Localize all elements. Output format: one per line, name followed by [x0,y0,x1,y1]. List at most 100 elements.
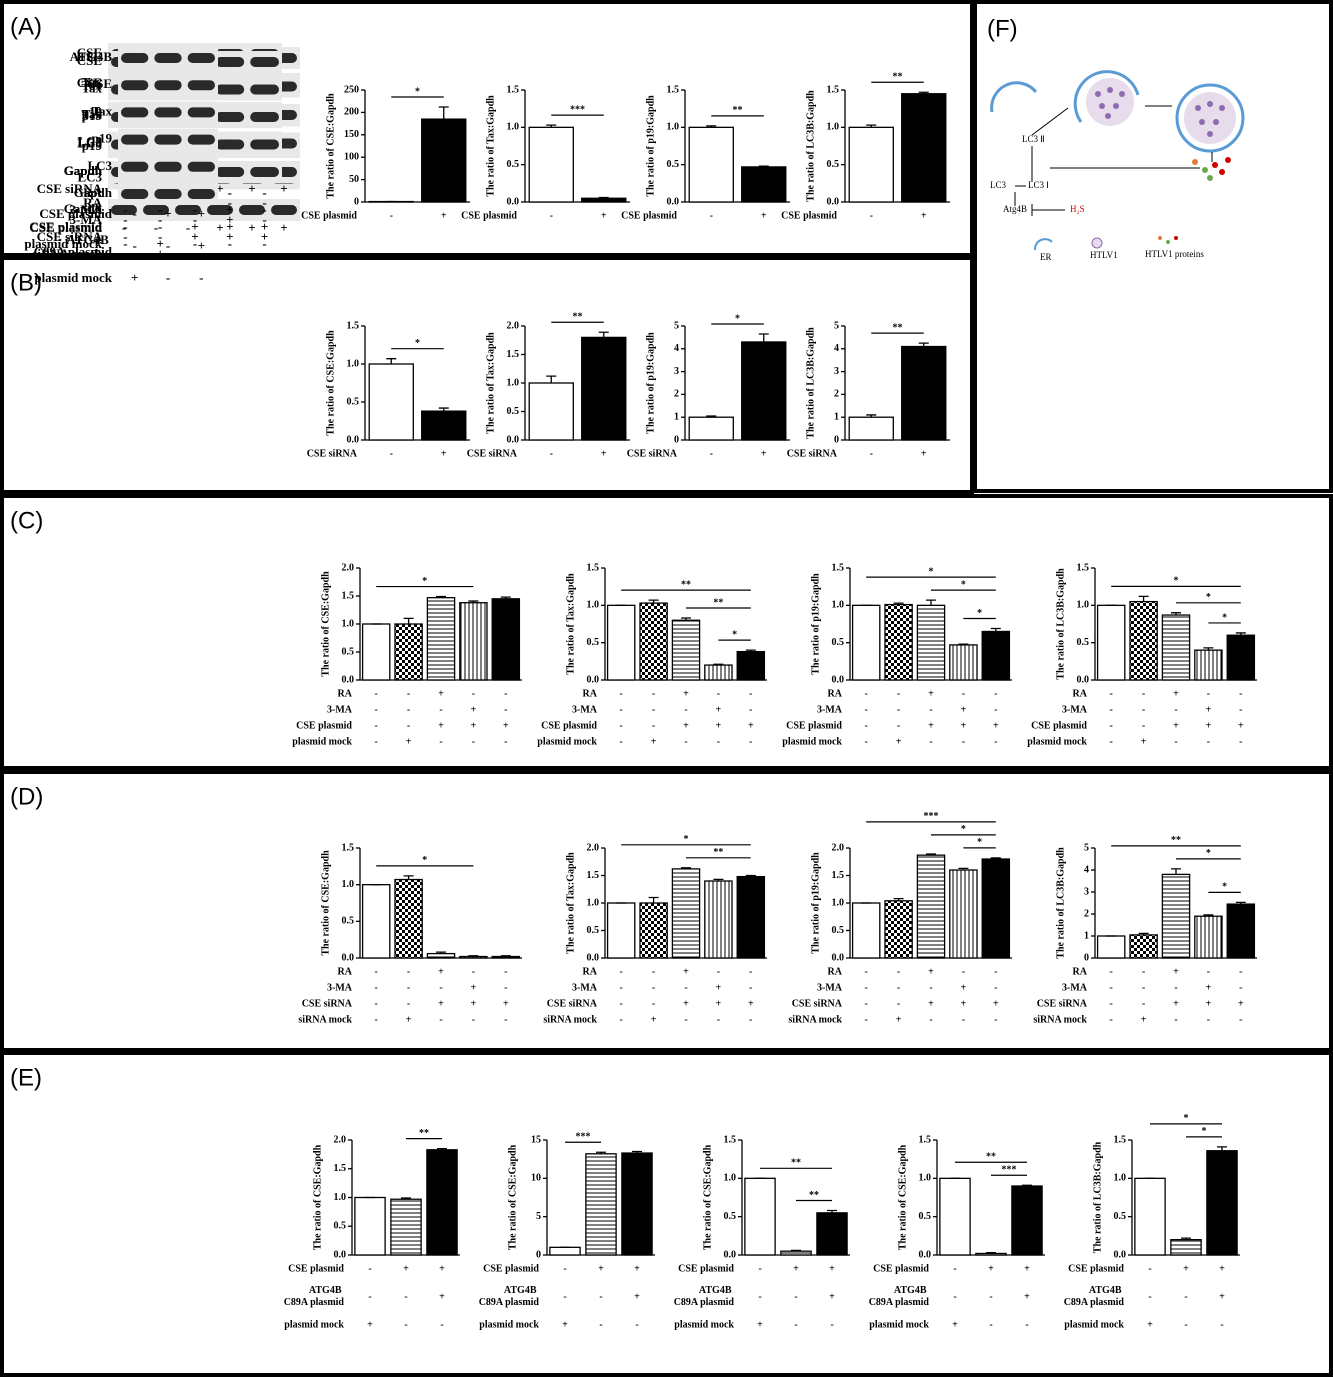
error-bar [990,627,1001,632]
condition-sign: + [226,212,233,227]
condition-sign: - [123,236,127,251]
error-bar [918,91,929,94]
error-bar [706,125,717,128]
bar [1194,915,1223,959]
lc3: LC3 [990,180,1007,190]
blot-band [250,112,279,122]
condition-sign: - [375,998,378,1009]
condition-sign: - [375,736,378,747]
error-bar [918,342,929,347]
bar [585,1153,617,1256]
condition-sign: + [961,982,967,993]
y-tick-label: 0.5 [342,646,355,657]
condition-label: CSE plasmid [29,220,102,235]
error-bar [468,600,479,603]
blot-band [250,139,279,150]
condition-sign: - [684,736,687,747]
condition-sign: - [262,185,266,200]
y-axis-title: The ratio of LC3B:Gapdh [805,327,816,439]
condition-sign: + [748,720,754,731]
blot-row-label: p19 [92,131,113,146]
error-bar [758,333,769,342]
condition-label: CSE plasmid [781,210,837,221]
condition-sign: + [403,1263,409,1274]
bar [741,341,787,441]
y-tick-label: 5 [1084,842,1089,853]
proteins [1192,157,1231,181]
y-tick-label: 2.0 [587,842,600,853]
y-axis-title: The ratio of LC3B:Gapdh [805,90,816,202]
condition-sign: - [154,220,158,235]
y-tick-label: 0.0 [832,674,845,685]
bar [1206,1150,1238,1256]
y-tick-label: 3 [674,366,679,377]
condition-sign: + [216,220,223,235]
y-tick-label: 1.0 [832,897,845,908]
condition-sign: + [716,720,722,731]
bar [975,1252,1007,1256]
condition-sign: - [897,998,900,1009]
condition-sign: - [710,210,713,221]
y-tick-label: 0 [536,1249,541,1260]
bar [606,604,636,681]
condition-sign: - [1184,1291,1187,1302]
error-bar [468,955,479,957]
condition-sign: - [865,688,868,699]
blot-row-label: Tax [82,77,103,92]
condition-label: RA [338,688,353,699]
blot-row-label: p19 [82,104,103,119]
sig-label: ** [791,1158,801,1169]
condition-sign: - [717,966,720,977]
bar [426,597,456,681]
panel-label: (B) [10,269,42,296]
blot-row-label: Gapdh [64,163,103,178]
error-bar [958,643,969,645]
bar [671,868,701,959]
condition-sign: + [1219,1291,1225,1302]
panel-frame [0,0,974,257]
bar [1170,1239,1202,1256]
condition-sign: + [503,998,509,1009]
legend-er: ER [1040,252,1052,262]
condition-sign: + [598,1263,604,1274]
y-tick-label: 0.5 [587,925,600,936]
bar [1161,614,1191,681]
bar [916,854,946,959]
blot-band [121,134,149,145]
y-tick-label: 5 [536,1211,541,1222]
blot-band [121,53,149,63]
bar [426,1149,458,1256]
sig-label: ** [713,597,723,608]
blot-band [187,189,215,199]
condition-sign: + [503,720,509,731]
condition-label: ATG4B C89A plasmid [869,1285,930,1308]
bar [848,126,894,203]
error-bar [386,358,397,364]
condition-sign: + [1206,720,1212,731]
condition-sign: - [1174,736,1177,747]
condition-sign: - [1220,1319,1223,1330]
y-tick-label: 0 [674,434,679,445]
condition-sign: - [563,1291,566,1302]
y-axis-title: The ratio of p19:Gapdh [645,332,656,434]
condition-label: CSE plasmid [678,1263,734,1274]
y-tick-label: 1.5 [832,870,845,881]
condition-sign: - [929,982,932,993]
blot-row-label: LC3 [87,158,112,173]
condition-sign: - [652,982,655,993]
atg4b: Atg4B [1003,204,1027,214]
condition-label: CSE plasmid [873,1263,929,1274]
bar [704,880,733,959]
condition-sign: - [749,982,752,993]
y-tick-label: 0.5 [507,406,520,417]
vesicle-content [1184,92,1236,144]
y-tick-label: 2 [674,389,679,400]
condition-label: 3-MA [327,982,353,993]
condition-sign: - [1239,688,1242,699]
y-tick-label: 0.5 [1077,637,1090,648]
condition-sign: - [717,688,720,699]
condition-sign: - [1025,1319,1028,1330]
condition-sign: - [989,1291,992,1302]
condition-label: plasmid mock [674,1319,734,1330]
